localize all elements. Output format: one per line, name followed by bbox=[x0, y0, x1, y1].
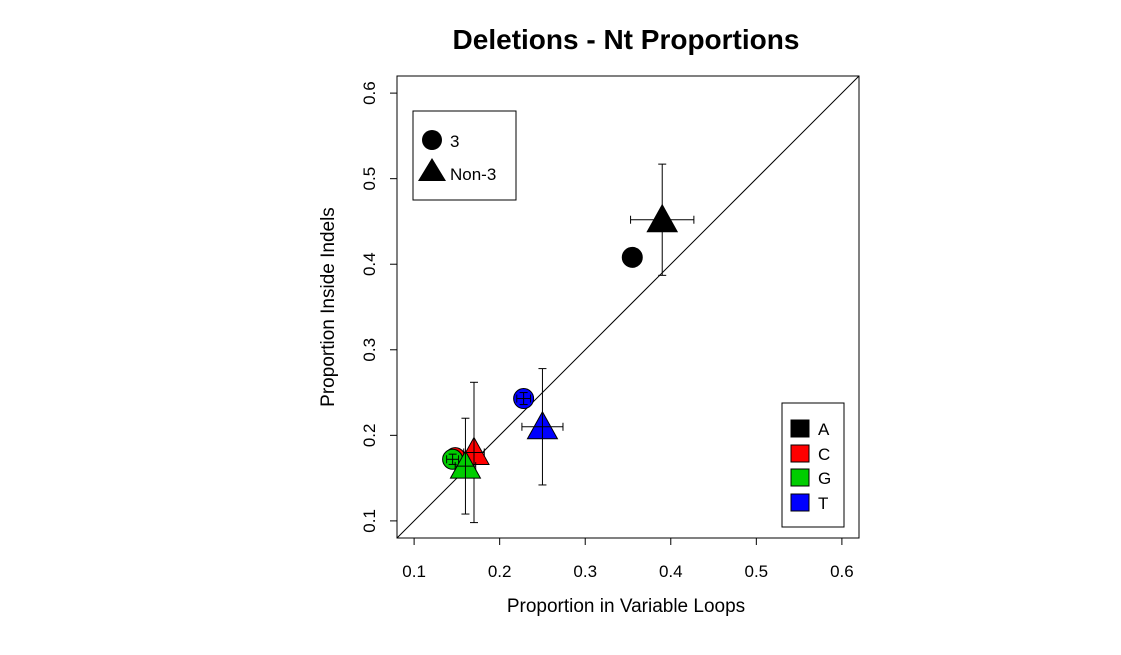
legend-circle-marker bbox=[422, 130, 442, 150]
point-t-triangle bbox=[521, 368, 564, 486]
x-tick-label: 0.6 bbox=[830, 562, 854, 581]
color-legend-label-c: C bbox=[818, 445, 830, 464]
color-legend: A C G T bbox=[781, 402, 845, 528]
shape-legend-label-non3: Non-3 bbox=[450, 165, 496, 184]
legend-swatch-t bbox=[790, 493, 810, 512]
color-legend-label-t: T bbox=[818, 494, 828, 513]
y-tick-label: 0.3 bbox=[360, 338, 379, 362]
point-c-triangle bbox=[458, 381, 490, 524]
y-axis: 0.1 0.2 0.3 0.4 0.5 0.6 bbox=[360, 81, 397, 533]
color-legend-label-g: G bbox=[818, 469, 831, 488]
y-tick-label: 0.6 bbox=[360, 81, 379, 105]
point-a-circle bbox=[621, 246, 643, 268]
x-tick-label: 0.3 bbox=[573, 562, 597, 581]
x-axis: 0.1 0.2 0.3 0.4 0.5 0.6 bbox=[402, 538, 854, 581]
shape-legend: 3 Non-3 bbox=[412, 110, 517, 201]
point-t-circle bbox=[513, 388, 535, 410]
data-points bbox=[442, 163, 695, 524]
point-g-triangle bbox=[449, 417, 482, 515]
y-tick-label: 0.4 bbox=[360, 252, 379, 276]
y-tick-label: 0.2 bbox=[360, 424, 379, 448]
shape-legend-label-3: 3 bbox=[450, 132, 459, 151]
shape-legend-frame bbox=[412, 110, 517, 201]
legend-triangle-marker bbox=[418, 158, 446, 181]
y-axis-label: Proportion Inside Indels bbox=[318, 207, 339, 407]
x-tick-label: 0.2 bbox=[488, 562, 512, 581]
legend-swatch-c bbox=[790, 444, 810, 463]
x-tick-label: 0.5 bbox=[745, 562, 769, 581]
x-axis-label: Proportion in Variable Loops bbox=[507, 596, 745, 617]
point-a-triangle bbox=[630, 163, 695, 276]
legend-swatch-g bbox=[790, 468, 810, 487]
chart-title: Deletions - Nt Proportions bbox=[453, 24, 800, 55]
x-tick-label: 0.1 bbox=[402, 562, 426, 581]
x-tick-label: 0.4 bbox=[659, 562, 683, 581]
y-tick-label: 0.1 bbox=[360, 509, 379, 533]
y-tick-label: 0.5 bbox=[360, 167, 379, 191]
plot-frame bbox=[396, 75, 860, 539]
color-legend-label-a: A bbox=[818, 420, 830, 439]
legend-swatch-a bbox=[790, 419, 810, 438]
